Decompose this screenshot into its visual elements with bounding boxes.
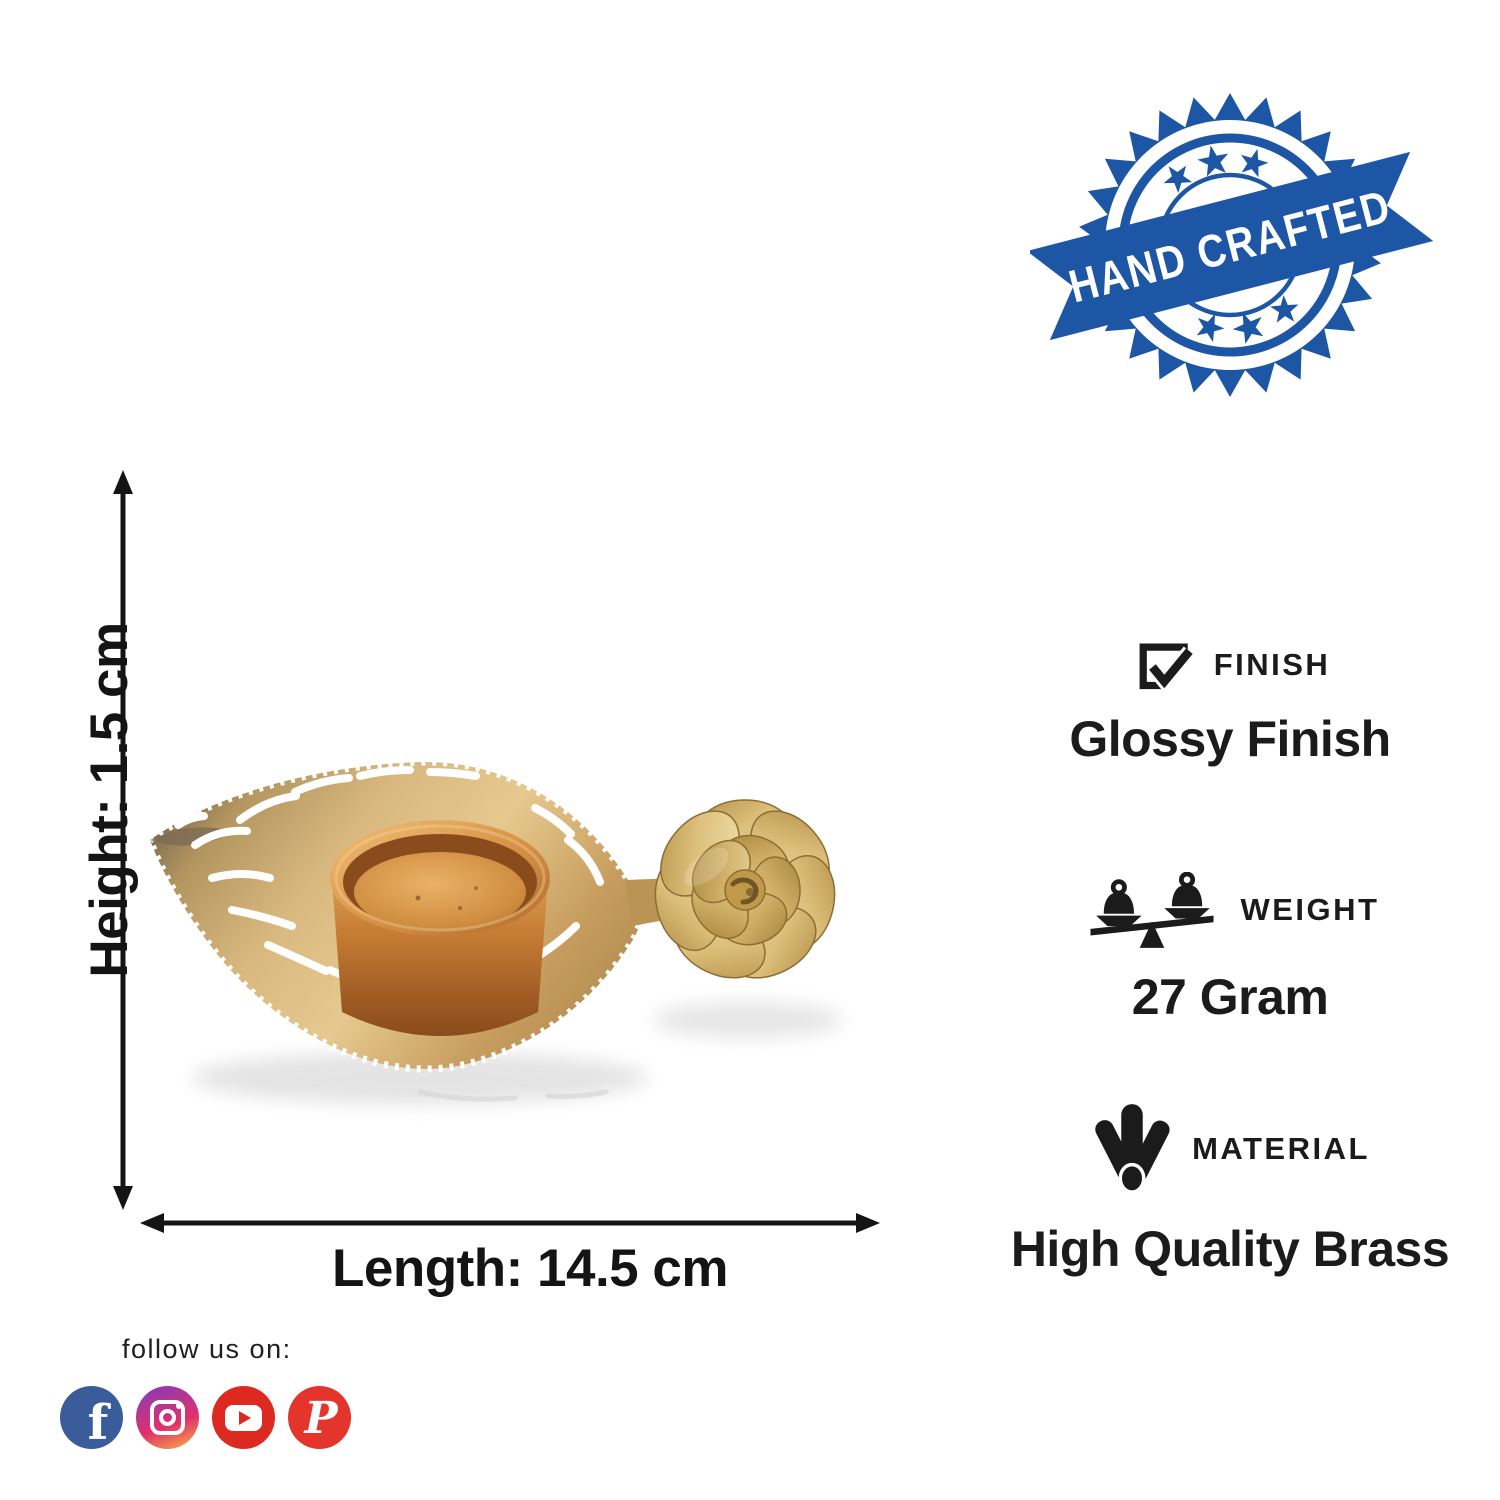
instagram-icon[interactable] [136,1386,199,1449]
pinterest-icon[interactable]: P [288,1386,351,1449]
feature-material-value: High Quality Brass [1010,1221,1450,1277]
svg-text:f: f [88,1395,112,1449]
feature-finish-label: FINISH [1213,647,1331,682]
height-dimension-label: Height: 1.5 cm [80,622,139,978]
length-dimension-label: Length: 14.5 cm [332,1239,728,1298]
left-weight [1095,879,1142,927]
feature-material-label: MATERIAL [1192,1131,1370,1166]
facebook-icon[interactable]: f [60,1386,123,1449]
follow-us-heading: follow us on: [122,1334,292,1364]
product-photo [145,758,843,1104]
reflection-marks [417,1089,609,1102]
stamp-stars [1163,145,1299,344]
feature-material: MATERIAL High Quality Brass [970,1100,1490,1278]
feature-weight-value: 27 Gram [1131,969,1329,1025]
youtube-icon[interactable] [212,1386,275,1449]
feature-weight-label: WEIGHT [1240,892,1380,927]
height-dimension-arrow [113,470,133,1210]
metal-rose [654,799,836,979]
metal-rods-icon [1095,1104,1170,1194]
social-icons: f P [60,1386,351,1449]
balance-scale-icon [1089,872,1214,948]
right-weight [1163,872,1210,919]
length-dimension-arrow [140,1213,880,1233]
feature-weight: WEIGHT 27 Gram [970,872,1490,1026]
svg-text:P: P [302,1393,339,1444]
tealight-cup [330,820,550,1036]
hand-crafted-stamp: HAND CRAFTED [1030,93,1434,397]
product-shadow [192,1002,843,1104]
feature-finish: FINISH Glossy Finish [970,636,1490,768]
checkbox-check-icon [1139,643,1195,693]
feature-finish-value: Glossy Finish [1069,711,1391,767]
